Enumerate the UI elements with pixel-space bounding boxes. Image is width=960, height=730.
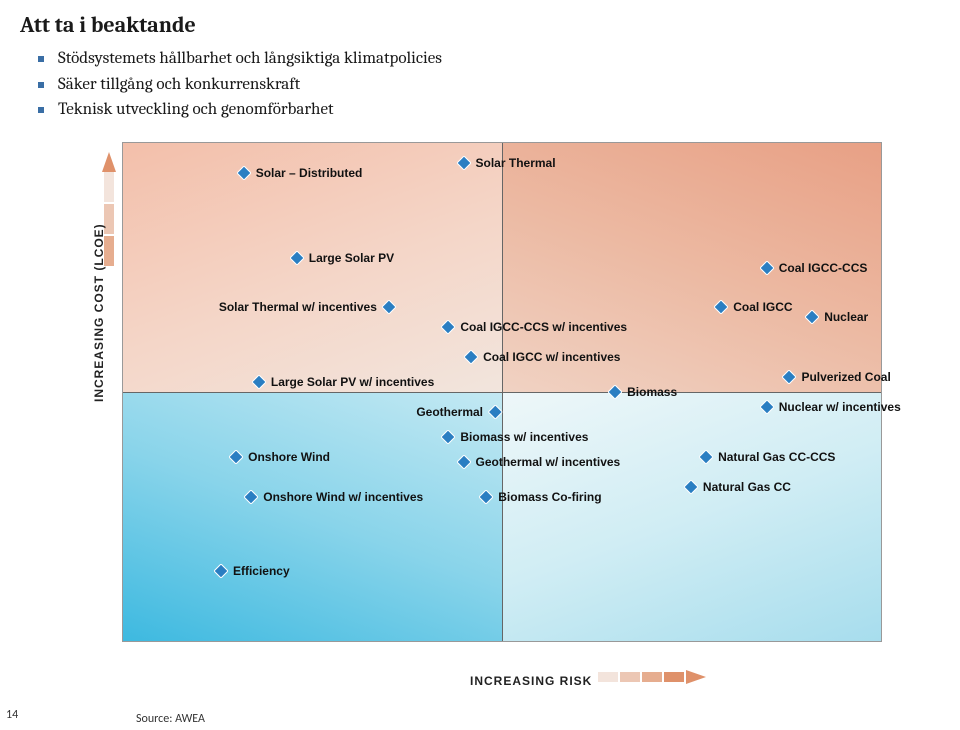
diamond-marker-icon [290, 251, 304, 265]
data-point: Efficiency [214, 564, 290, 578]
data-point: Onshore Wind w/ incentives [244, 490, 423, 504]
chart-plot-area: Solar – Distributed Solar Thermal Large So… [122, 142, 882, 642]
diamond-marker-icon [441, 320, 455, 334]
data-point: Coal IGCC-CCS w/ incentives [441, 320, 627, 334]
cost-risk-chart: INCREASING COST (LCOE) Solar – Distribut… [120, 142, 910, 682]
diamond-marker-icon [760, 261, 774, 275]
data-point-label: Onshore Wind [248, 450, 330, 464]
data-point-label: Coal IGCC-CCS w/ incentives [460, 320, 627, 334]
data-point: Natural Gas CC-CCS [699, 450, 835, 464]
diamond-marker-icon [805, 310, 819, 324]
data-point: Solar Thermal [457, 156, 556, 170]
data-point: Solar – Distributed [237, 166, 363, 180]
diamond-marker-icon [464, 350, 478, 364]
data-point: Geothermal [416, 405, 502, 419]
horizontal-axis-line [123, 392, 881, 393]
data-point-label: Natural Gas CC-CCS [718, 450, 835, 464]
data-point: Coal IGCC w/ incentives [464, 350, 620, 364]
diamond-marker-icon [457, 455, 471, 469]
diamond-marker-icon [782, 370, 796, 384]
data-point-label: Solar Thermal w/ incentives [219, 300, 377, 314]
y-axis-label: INCREASING COST (LCOE) [92, 223, 106, 402]
data-point: Biomass Co-firing [479, 490, 601, 504]
diamond-marker-icon [382, 300, 396, 314]
data-point: Geothermal w/ incentives [457, 455, 621, 469]
data-point-label: Large Solar PV [309, 251, 394, 265]
data-point-label: Biomass Co-firing [498, 490, 601, 504]
diamond-marker-icon [488, 405, 502, 419]
data-point: Coal IGCC [714, 300, 792, 314]
x-axis-arrow-icon [598, 670, 718, 688]
data-point-label: Geothermal w/ incentives [476, 455, 621, 469]
data-point-label: Onshore Wind w/ incentives [263, 490, 423, 504]
quadrant-top-left [123, 143, 502, 392]
diamond-marker-icon [457, 156, 471, 170]
data-point: Biomass w/ incentives [441, 430, 588, 444]
data-point-label: Coal IGCC [733, 300, 792, 314]
bullet-item: Teknisk utveckling och genomförbarhet [38, 97, 940, 123]
data-point: Natural Gas CC [684, 480, 791, 494]
data-point: Biomass [608, 385, 677, 399]
data-point-label: Nuclear w/ incentives [779, 400, 901, 414]
data-point-label: Coal IGCC-CCS [779, 261, 868, 275]
diamond-marker-icon [214, 564, 228, 578]
diamond-marker-icon [714, 300, 728, 314]
data-point-label: Coal IGCC w/ incentives [483, 350, 620, 364]
diamond-marker-icon [684, 480, 698, 494]
data-point-label: Nuclear [824, 310, 868, 324]
data-point: Large Solar PV w/ incentives [252, 375, 434, 389]
data-point-label: Efficiency [233, 564, 290, 578]
data-point: Solar Thermal w/ incentives [219, 300, 396, 314]
data-point-label: Natural Gas CC [703, 480, 791, 494]
data-point: Large Solar PV [290, 251, 394, 265]
data-point-label: Solar – Distributed [256, 166, 363, 180]
data-point-label: Biomass [627, 385, 677, 399]
bullet-list: Stödsystemets hållbarhet och långsiktiga… [38, 46, 940, 123]
data-point: Onshore Wind [229, 450, 330, 464]
data-point: Nuclear [805, 310, 868, 324]
x-axis-label: INCREASING RISK [470, 674, 592, 688]
diamond-marker-icon [252, 375, 266, 389]
data-point-label: Solar Thermal [476, 156, 556, 170]
diamond-marker-icon [441, 430, 455, 444]
diamond-marker-icon [699, 450, 713, 464]
data-point-label: Large Solar PV w/ incentives [271, 375, 434, 389]
data-point: Nuclear w/ incentives [760, 400, 901, 414]
diamond-marker-icon [244, 490, 258, 504]
data-point: Coal IGCC-CCS [760, 261, 868, 275]
source-label: Source: AWEA [136, 712, 205, 726]
data-point-label: Pulverized Coal [801, 370, 890, 384]
diamond-marker-icon [237, 166, 251, 180]
diamond-marker-icon [479, 490, 493, 504]
data-point-label: Biomass w/ incentives [460, 430, 588, 444]
diamond-marker-icon [760, 400, 774, 414]
diamond-marker-icon [608, 385, 622, 399]
data-point: Pulverized Coal [782, 370, 890, 384]
bullet-item: Stödsystemets hållbarhet och långsiktiga… [38, 46, 940, 72]
bullet-item: Säker tillgång och konkurrenskraft [38, 72, 940, 98]
page-number: 14 [6, 708, 18, 722]
diamond-marker-icon [229, 450, 243, 464]
page-title: Att ta i beaktande [20, 12, 940, 38]
data-point-label: Geothermal [416, 405, 483, 419]
